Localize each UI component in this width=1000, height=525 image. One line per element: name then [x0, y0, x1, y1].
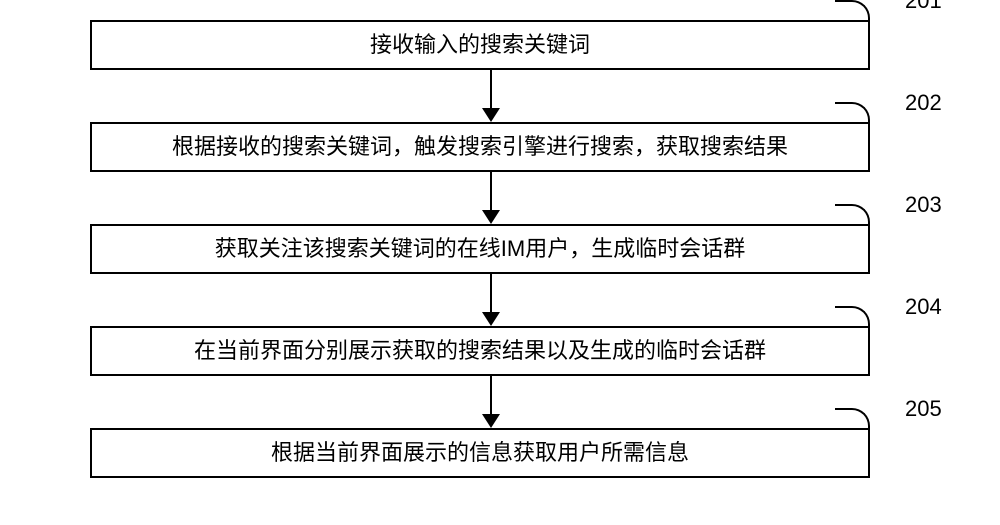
flow-node-label: 获取关注该搜索关键词的在线IM用户，生成临时会话群: [215, 236, 745, 262]
arrow-head-icon: [482, 414, 500, 428]
flow-node-n3: 获取关注该搜索关键词的在线IM用户，生成临时会话群: [90, 224, 870, 274]
step-label-203: 203: [905, 192, 942, 218]
flow-node-label: 在当前界面分别展示获取的搜索结果以及生成的临时会话群: [194, 338, 766, 364]
arrow-line: [490, 70, 492, 108]
step-label-201: 201: [905, 0, 942, 14]
flow-node-n5: 根据当前界面展示的信息获取用户所需信息: [90, 428, 870, 478]
step-label-204: 204: [905, 294, 942, 320]
arrow-line: [490, 274, 492, 312]
arrow-head-icon: [482, 108, 500, 122]
flowchart-canvas: 接收输入的搜索关键词 201 根据接收的搜索关键词，触发搜索引擎进行搜索，获取搜索结…: [0, 0, 1000, 525]
arrow-head-icon: [482, 210, 500, 224]
flow-node-label: 接收输入的搜索关键词: [370, 32, 590, 58]
flow-node-n2: 根据接收的搜索关键词，触发搜索引擎进行搜索，获取搜索结果: [90, 122, 870, 172]
flow-node-n1: 接收输入的搜索关键词: [90, 20, 870, 70]
flow-node-label: 根据接收的搜索关键词，触发搜索引擎进行搜索，获取搜索结果: [172, 134, 788, 160]
flow-node-n4: 在当前界面分别展示获取的搜索结果以及生成的临时会话群: [90, 326, 870, 376]
flow-node-label: 根据当前界面展示的信息获取用户所需信息: [271, 440, 689, 466]
step-label-205: 205: [905, 396, 942, 422]
step-notch: [835, 204, 870, 224]
step-label-202: 202: [905, 90, 942, 116]
arrow-line: [490, 376, 492, 414]
step-notch: [835, 408, 870, 428]
arrow-line: [490, 172, 492, 210]
arrow-head-icon: [482, 312, 500, 326]
step-notch: [835, 306, 870, 326]
step-notch: [835, 102, 870, 122]
step-notch: [835, 0, 870, 20]
